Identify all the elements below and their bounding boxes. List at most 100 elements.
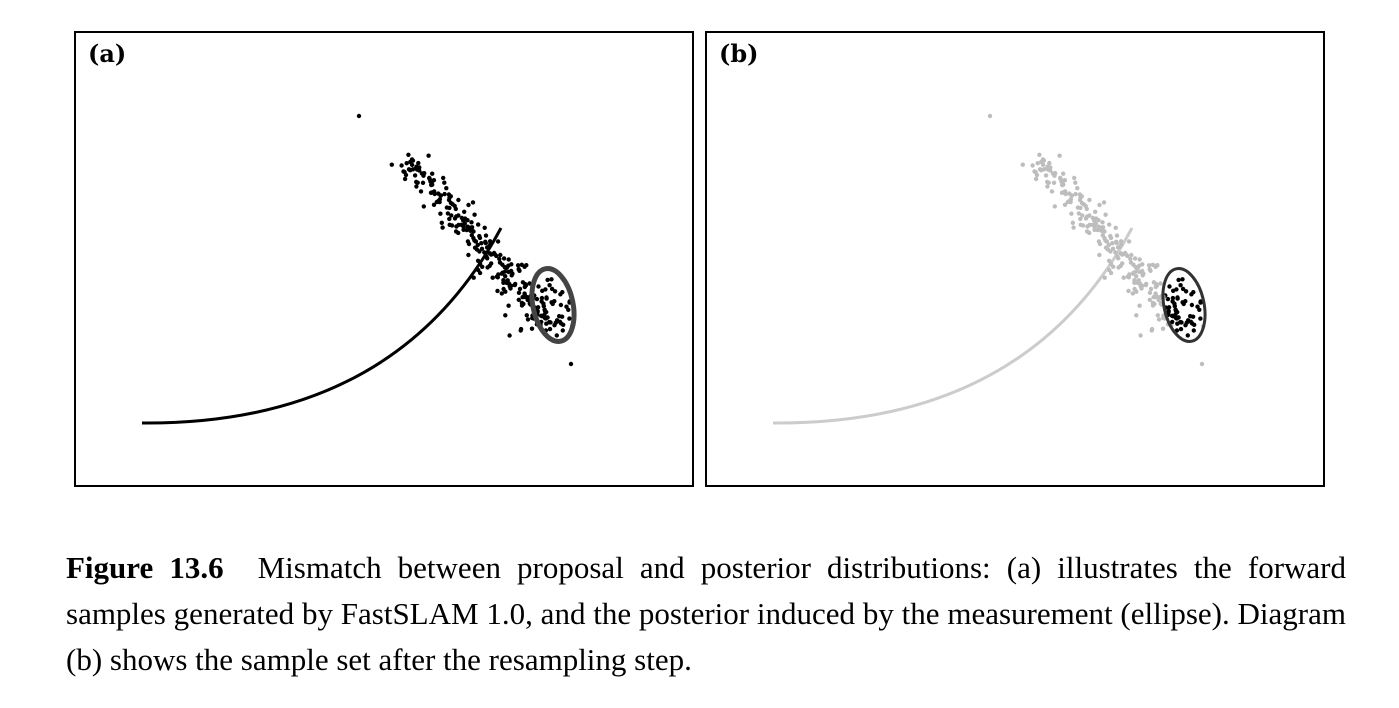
sample-point [540, 288, 545, 293]
sample-point [1020, 162, 1025, 167]
sample-point [1062, 202, 1068, 207]
sample-point [456, 197, 461, 203]
sample-point [1072, 175, 1077, 181]
sample-point [421, 204, 426, 209]
sample-point [409, 162, 415, 167]
sample-point [431, 178, 437, 183]
sample-point [1178, 326, 1184, 332]
sample-point [1189, 321, 1195, 326]
sample-point [524, 313, 529, 318]
sample-point [1087, 213, 1092, 218]
panel-a-plot [141, 113, 577, 425]
sample-point [539, 299, 544, 304]
sample-point [1172, 303, 1177, 309]
sample-point [1060, 182, 1065, 188]
sample-point [534, 296, 540, 302]
sample-point [1180, 286, 1186, 292]
sample-point [480, 264, 485, 269]
sample-point [1151, 280, 1157, 285]
sample-point [547, 283, 552, 288]
sample-point [1175, 295, 1180, 300]
sample-point [1087, 197, 1092, 203]
sample-point [1108, 235, 1114, 241]
sample-point [1134, 289, 1139, 294]
sample-point [444, 186, 449, 191]
sample-point [462, 209, 467, 214]
sample-point [429, 190, 435, 195]
sample-point [1097, 202, 1102, 208]
sample-point [1191, 290, 1196, 295]
sample-point [1032, 169, 1037, 174]
sample-point [557, 314, 562, 319]
sample-point [1183, 289, 1189, 294]
sample-point [1167, 284, 1172, 289]
panel-b: (b) [705, 31, 1325, 487]
sample-point [1130, 271, 1136, 276]
sample-point [1143, 282, 1148, 288]
sample-point [504, 280, 509, 286]
sample-point [560, 328, 565, 333]
sample-point [1040, 162, 1046, 167]
sample-point [1037, 167, 1043, 172]
sample-point [1129, 252, 1134, 258]
sample-point [1045, 184, 1050, 189]
sample-point [414, 179, 419, 185]
sample-point [1135, 280, 1140, 286]
sample-point [1116, 265, 1121, 270]
sample-point [1113, 225, 1118, 230]
sample-point [550, 301, 555, 307]
sample-point [1110, 241, 1115, 246]
trajectory-arc [141, 227, 503, 425]
sample-point [1115, 254, 1120, 259]
sample-point [1045, 179, 1050, 185]
sample-point [1050, 171, 1056, 176]
sample-point [466, 202, 471, 208]
sample-point [1166, 308, 1171, 314]
sample-point [1137, 263, 1142, 268]
sample-point [1113, 250, 1118, 255]
sample-point [487, 251, 493, 256]
sample-point [515, 263, 521, 268]
sample-point [1103, 245, 1109, 250]
sample-point [1174, 316, 1179, 321]
sample-point [1191, 328, 1196, 333]
sample-point [1178, 283, 1183, 288]
sample-point [356, 113, 362, 119]
sample-point [1073, 180, 1078, 185]
sample-point [523, 283, 529, 288]
sample-point [549, 286, 555, 292]
sample-point [1079, 194, 1084, 199]
sample-point [568, 361, 574, 367]
sample-point [525, 317, 531, 322]
sample-point [1075, 186, 1080, 191]
sample-point [456, 222, 461, 228]
sample-point [440, 225, 445, 230]
sample-point [1122, 250, 1128, 256]
sample-point [548, 320, 553, 325]
sample-point [414, 184, 419, 189]
panel-b-plot [772, 113, 1207, 425]
sample-point [547, 326, 553, 332]
sample-point [1103, 238, 1108, 243]
sample-point [1141, 271, 1146, 276]
sample-point [1106, 258, 1112, 263]
sample-point [472, 245, 478, 250]
sample-point [1059, 179, 1064, 184]
sample-point [517, 286, 523, 292]
sample-point [1138, 333, 1143, 338]
sample-point [520, 295, 525, 300]
sample-point [464, 227, 469, 233]
sample-point [506, 257, 511, 262]
sample-point [524, 263, 529, 268]
sample-point [1137, 269, 1142, 275]
sample-point [503, 289, 508, 294]
sample-point [1108, 270, 1114, 276]
sample-point [1121, 275, 1126, 280]
sample-point [1125, 274, 1131, 279]
sample-point [507, 333, 512, 338]
panel-a: (a) [74, 31, 694, 487]
sample-point [483, 233, 489, 238]
sample-point [1106, 242, 1111, 248]
sample-point [442, 191, 447, 197]
sample-point [1092, 227, 1097, 232]
